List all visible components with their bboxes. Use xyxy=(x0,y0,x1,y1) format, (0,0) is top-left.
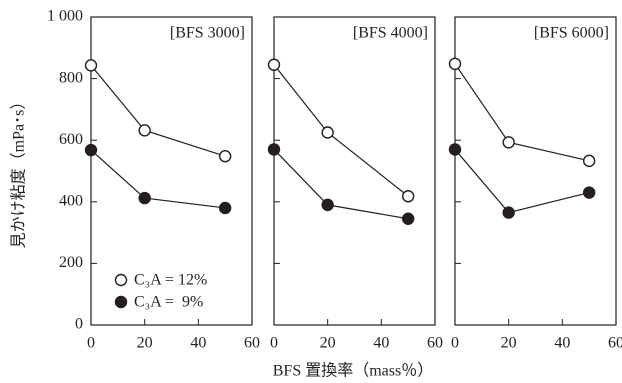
series-line-c3a-12 xyxy=(454,63,590,162)
data-point xyxy=(321,126,334,139)
panel-frame xyxy=(90,16,253,326)
series-line-c3a-9 xyxy=(454,149,590,214)
x-tick-label: 60 xyxy=(427,335,443,352)
data-point xyxy=(401,212,415,225)
panel-frame xyxy=(454,16,617,326)
data-point xyxy=(448,143,462,156)
series-line-c3a-9 xyxy=(273,149,409,220)
legend-label-c3a-12: C₃A = 12% xyxy=(134,272,207,289)
data-point xyxy=(582,186,596,199)
x-tick-label: 40 xyxy=(554,335,570,352)
data-point xyxy=(267,58,281,71)
y-axis-title: 見かけ粘度（mPa･s） xyxy=(10,94,28,249)
series-line-c3a-12 xyxy=(273,64,409,197)
panel-label: [BFS 4000] xyxy=(353,25,428,42)
x-tick-label: 20 xyxy=(320,335,336,352)
x-tick-label: 40 xyxy=(190,335,206,352)
series-line-c3a-12 xyxy=(90,64,226,157)
panel-frame xyxy=(273,16,436,326)
legend-marker-open-circle xyxy=(114,273,128,287)
x-tick-label: 60 xyxy=(608,335,622,352)
y-tick-label: 200 xyxy=(59,254,83,271)
x-tick-label: 60 xyxy=(244,335,260,352)
y-tick-label: 600 xyxy=(59,131,83,148)
y-tick-label: 800 xyxy=(59,69,83,86)
legend-label-c3a-9: C₃A = 9% xyxy=(134,294,203,311)
data-point xyxy=(267,143,281,156)
panel-label: [BFS 3000] xyxy=(170,25,245,42)
data-point xyxy=(401,190,415,203)
x-tick-label: 0 xyxy=(87,335,95,352)
panel-1: 0 200 400 600 800 1 000 0 20 40 60 [BFS 3000] xyxy=(47,8,260,352)
x-axis-title: BFS 置換率（mass％） xyxy=(273,362,433,380)
x-tick-label: 0 xyxy=(451,335,459,352)
data-point xyxy=(84,59,98,72)
data-point xyxy=(218,150,232,163)
x-tick-label: 20 xyxy=(501,335,517,352)
y-tick-label: 1 000 xyxy=(47,8,83,25)
y-tick-label: 0 xyxy=(75,316,83,333)
y-tick-label: 400 xyxy=(59,192,83,209)
data-point xyxy=(218,201,232,215)
panel-2: 0 20 40 60 [BFS 4000] xyxy=(267,16,443,352)
x-tick-label: 40 xyxy=(373,335,389,352)
x-tick-label: 0 xyxy=(270,335,278,352)
legend: C₃A = 12% C₃A = 9% xyxy=(114,272,207,311)
data-point xyxy=(582,154,596,168)
series-line-c3a-9 xyxy=(90,149,226,209)
x-tick-label: 20 xyxy=(137,335,153,352)
data-point xyxy=(84,143,98,157)
panel-3: 0 20 40 60 [BFS 6000] xyxy=(448,16,622,352)
data-point xyxy=(502,206,515,219)
data-point xyxy=(138,124,151,137)
data-point xyxy=(502,136,515,149)
data-point xyxy=(448,57,462,71)
data-point xyxy=(321,198,334,212)
data-point xyxy=(138,191,151,205)
legend-marker-filled-circle xyxy=(114,295,128,309)
panel-label: [BFS 6000] xyxy=(534,25,609,42)
